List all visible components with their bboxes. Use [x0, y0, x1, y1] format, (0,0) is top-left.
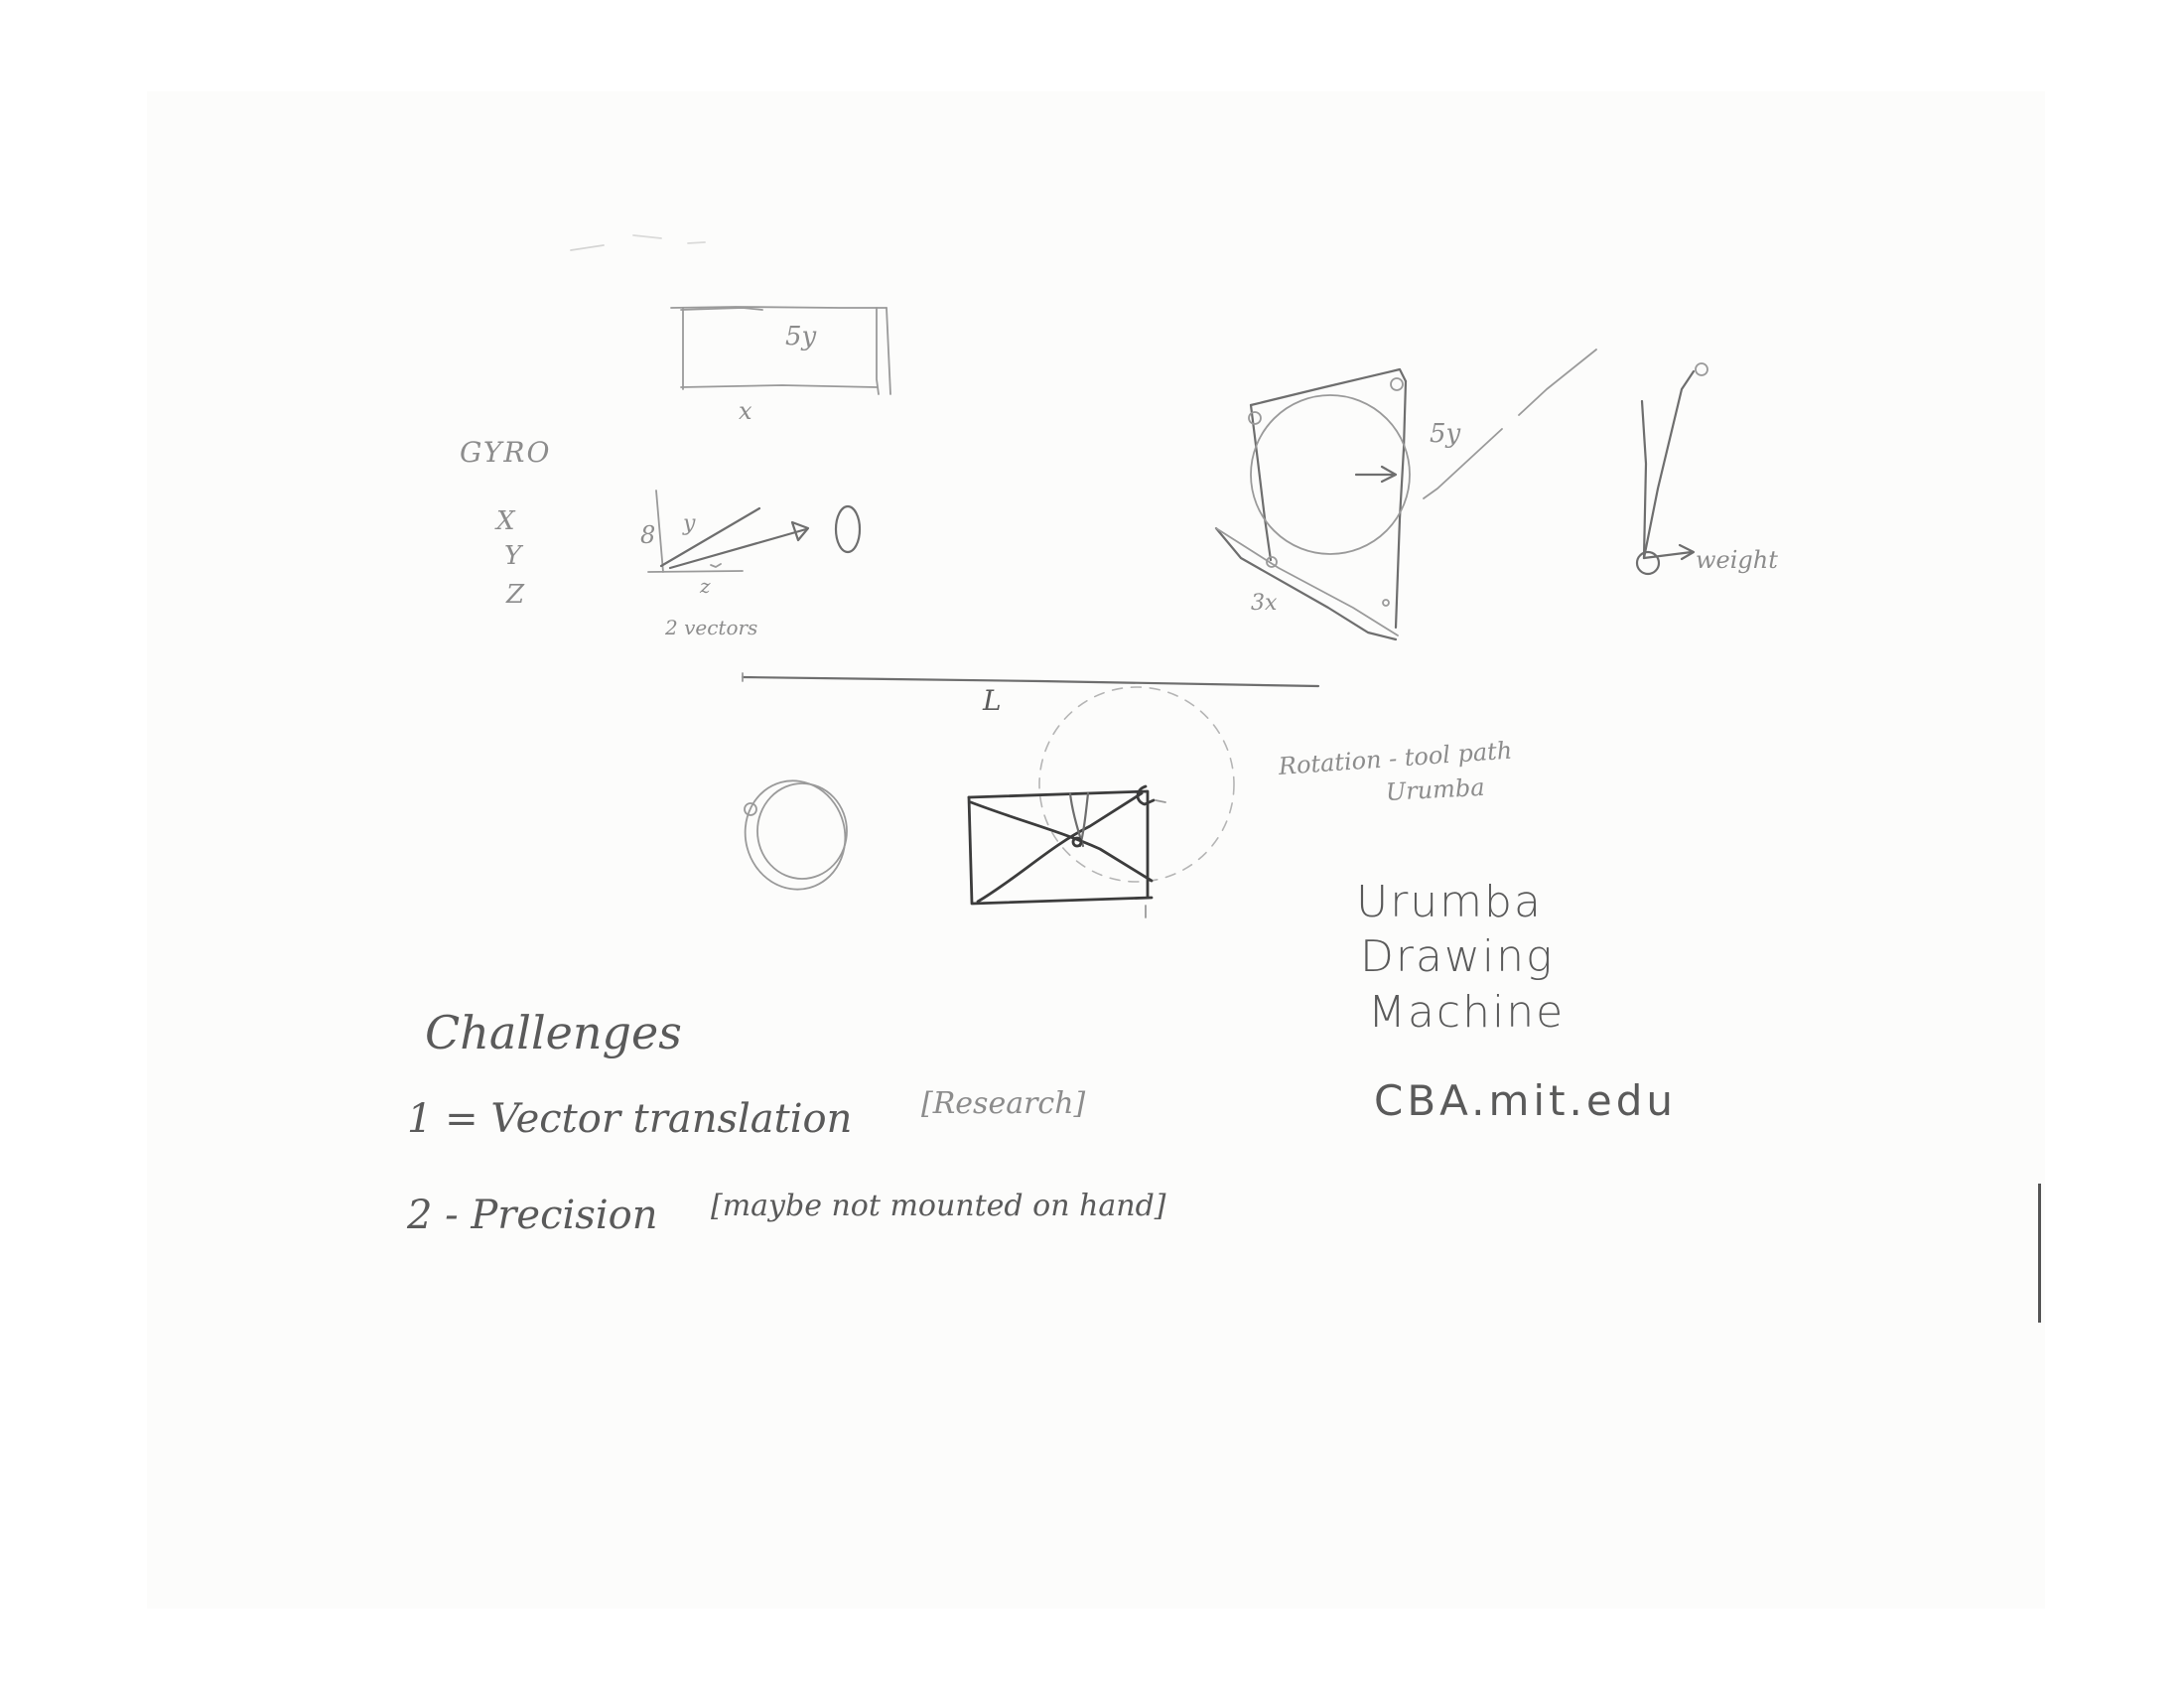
rectangle-sketch: [670, 306, 891, 395]
weight-pendulum-sketch: [1635, 362, 1708, 576]
axis-y-label: Y: [504, 541, 522, 571]
edge-mark: [2038, 1184, 2041, 1323]
rotation-dashed-circle: [1038, 686, 1235, 883]
plate-bottom-label: 3x: [1251, 591, 1278, 616]
weight-label: weight: [1696, 546, 1778, 574]
vector-z-label: z: [700, 574, 711, 598]
vectors-label: 2 vectors: [665, 616, 758, 639]
baseline-L: [741, 672, 1320, 688]
gyro-label: GYRO: [460, 436, 552, 469]
urumba-rectangle: [967, 784, 1166, 918]
baseline-L-label: L: [983, 684, 1002, 717]
scratch-marks: [570, 234, 706, 251]
urumba-small-label: Urumba: [1385, 773, 1486, 806]
circle-sketch: [744, 779, 848, 891]
pencil-sketch: [570, 234, 1708, 918]
title-line-1: Urumba: [1356, 877, 1543, 927]
challenges-heading: Challenges: [425, 1006, 682, 1059]
vector-diagram: [647, 490, 862, 573]
rect-bottom-label: x: [739, 397, 752, 425]
challenge-1: 1 = Vector translation: [407, 1096, 853, 1142]
vector-left-label: 8: [640, 521, 656, 549]
url-label: CBA.mit.edu: [1374, 1076, 1678, 1125]
title-line-3: Machine: [1368, 987, 1566, 1038]
rotated-plate-sketch: [1214, 349, 1597, 641]
challenge-2: 2 - Precision: [407, 1193, 658, 1238]
axis-z-label: Z: [506, 580, 525, 610]
axis-x-label: X: [496, 506, 515, 536]
challenge-1-note: [Research]: [921, 1086, 1086, 1121]
challenge-2-note: [maybe not mounted on hand]: [711, 1189, 1166, 1223]
rect-side-label: 5y: [785, 322, 817, 352]
vector-y-label: y: [683, 511, 696, 536]
title-line-2: Drawing: [1360, 931, 1555, 982]
paper-sheet: 5y x GYRO X Y Z 8 y z 2 vectors 5y 3x we…: [147, 91, 2045, 1609]
plate-side-label: 5y: [1430, 419, 1461, 449]
